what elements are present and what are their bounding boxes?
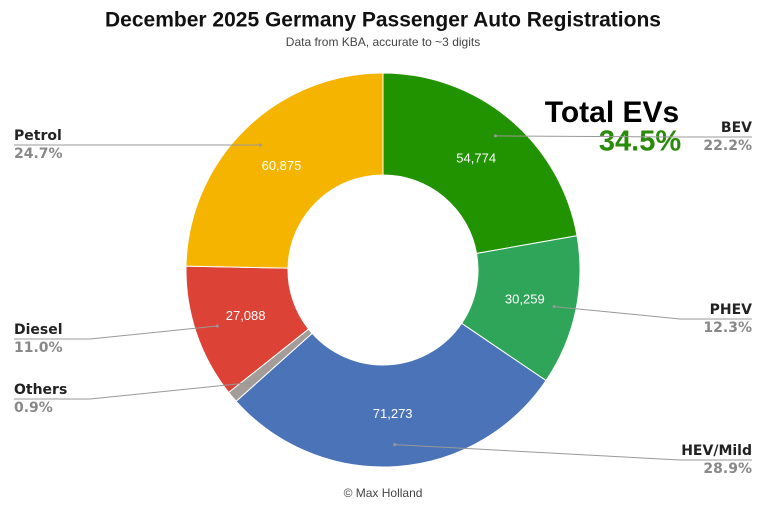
- percent-label: 24.7%: [14, 146, 63, 162]
- leader-line: [14, 325, 218, 340]
- leader-dot: [258, 143, 262, 147]
- value-label: 71,273: [373, 406, 413, 421]
- legend-label: Petrol: [14, 128, 62, 144]
- leader-dot: [393, 443, 397, 447]
- legend-label: HEV/Mild: [681, 443, 752, 459]
- leader-dot: [493, 134, 497, 138]
- legend-label: BEV: [721, 120, 752, 136]
- leader-line: [495, 135, 752, 138]
- leader-dot: [247, 381, 251, 385]
- percent-label: 12.3%: [703, 320, 752, 336]
- value-label: 30,259: [505, 292, 545, 307]
- leader-dot: [552, 305, 556, 309]
- percent-label: 11.0%: [14, 340, 63, 356]
- leader-line: [394, 444, 752, 461]
- leader-line: [554, 306, 752, 320]
- chart-title: December 2025 Germany Passenger Auto Reg…: [105, 9, 661, 32]
- percent-label: 22.2%: [703, 138, 752, 154]
- footer: © Max Holland: [344, 486, 423, 500]
- annotation-title: Total EVs: [545, 96, 679, 129]
- value-label: 60,875: [262, 158, 302, 173]
- slice: [235, 322, 547, 468]
- legend-label: PHEV: [710, 302, 753, 318]
- value-label: 27,088: [226, 308, 266, 323]
- annotation-value: 34.5%: [599, 126, 681, 158]
- chart-subtitle: Data from KBA, accurate to ~3 digits: [286, 35, 480, 49]
- percent-label: 0.9%: [14, 400, 53, 416]
- value-label: 54,774: [456, 150, 496, 165]
- percent-label: 28.9%: [703, 461, 752, 477]
- legend-label: Diesel: [14, 322, 63, 338]
- slice: [185, 72, 384, 269]
- slice: [382, 72, 578, 255]
- leader-dot: [215, 324, 219, 328]
- leader-line: [14, 382, 250, 400]
- legend-label: Others: [14, 382, 67, 398]
